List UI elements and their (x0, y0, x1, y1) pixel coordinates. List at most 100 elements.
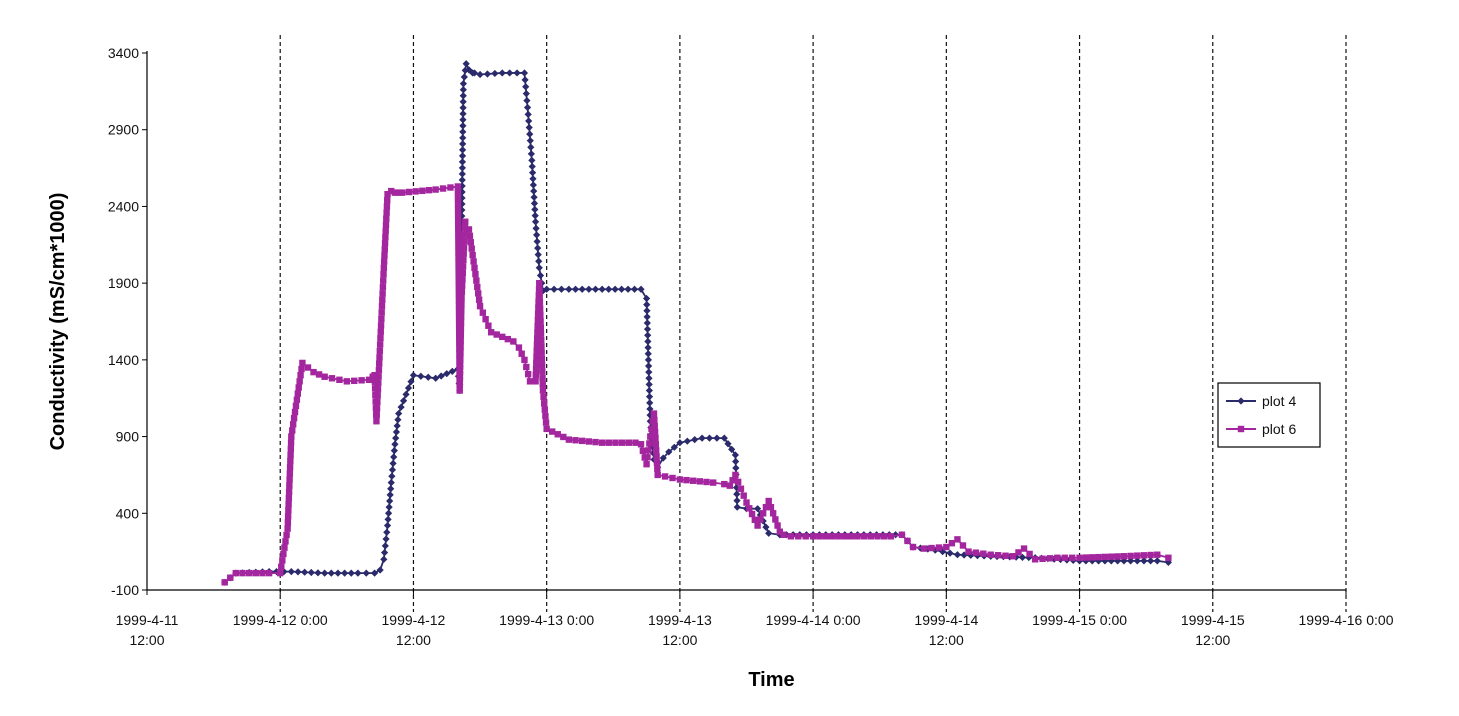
series-marker (534, 244, 542, 252)
legend-swatch-marker (1237, 397, 1245, 405)
series-marker (729, 477, 736, 484)
data-point (432, 374, 440, 382)
series-marker (474, 283, 481, 291)
series-marker (304, 364, 312, 371)
series-marker (461, 237, 468, 245)
series-marker (381, 252, 388, 259)
series-marker (455, 285, 462, 292)
data-point (765, 497, 772, 505)
x-tick-label: 12:00 (1195, 632, 1230, 648)
series-marker (296, 378, 303, 385)
data-point (310, 368, 317, 376)
series-marker (822, 533, 829, 540)
series-marker (774, 522, 781, 529)
data-point (776, 528, 784, 535)
series-marker (1108, 553, 1115, 560)
series-marker (1101, 553, 1109, 561)
series-marker (376, 360, 383, 367)
series-marker (457, 319, 465, 327)
data-point (642, 294, 651, 303)
series-marker (458, 200, 466, 208)
series-marker (816, 533, 823, 540)
series-marker (384, 197, 391, 204)
series-marker (539, 368, 546, 375)
series-marker (728, 445, 736, 453)
series-marker (533, 237, 541, 246)
series-marker (459, 276, 466, 283)
data-point (232, 569, 240, 577)
series-marker (527, 150, 535, 158)
data-point (1009, 553, 1017, 560)
data-point (299, 359, 306, 367)
legend-label: plot 6 (1262, 421, 1296, 437)
series-marker (644, 356, 653, 364)
series-marker (455, 243, 462, 250)
series-marker (645, 447, 652, 454)
series-marker (375, 379, 382, 387)
data-point (943, 543, 950, 551)
series-marker (297, 372, 304, 379)
series-marker (630, 285, 639, 293)
data-point (632, 439, 639, 446)
series-marker (334, 569, 342, 577)
series-marker (455, 267, 462, 274)
series-marker (522, 83, 530, 91)
data-point (321, 569, 329, 577)
data-point (1031, 556, 1039, 563)
data-point (528, 156, 536, 164)
data-point (321, 373, 328, 380)
data-point (787, 533, 795, 540)
series-marker (293, 396, 301, 403)
series-marker (683, 437, 691, 445)
y-tick-label: 2900 (108, 122, 139, 138)
series-marker (1140, 557, 1148, 565)
series-marker (294, 390, 302, 397)
series-marker (458, 206, 466, 214)
series-marker (1018, 553, 1027, 561)
series-marker (384, 509, 393, 517)
series-marker (377, 328, 384, 335)
data-point (470, 69, 479, 77)
series-marker (493, 331, 500, 338)
data-point (395, 409, 403, 418)
series-marker (482, 315, 489, 323)
data-point (659, 454, 667, 462)
series-marker (542, 412, 549, 420)
series-marker (518, 350, 525, 357)
series-marker (646, 440, 653, 447)
data-point (650, 410, 658, 417)
data-point (665, 448, 673, 456)
series-marker (661, 473, 669, 480)
series-marker (455, 279, 462, 286)
series-marker (227, 574, 234, 581)
series-marker (402, 390, 410, 398)
series-marker (460, 73, 468, 81)
data-point (287, 567, 295, 576)
series-marker (459, 134, 467, 142)
series-marker (645, 368, 653, 376)
series-marker (389, 459, 397, 468)
series-marker (538, 336, 545, 344)
data-point (920, 545, 928, 552)
data-point (676, 476, 684, 483)
series-marker (483, 70, 492, 78)
series-marker (499, 333, 506, 341)
series-marker (471, 264, 478, 271)
series-marker (645, 374, 653, 382)
data-point (376, 341, 384, 348)
series-marker (653, 459, 661, 466)
series-marker (539, 381, 546, 388)
series-marker (373, 411, 380, 419)
series-marker (239, 569, 246, 577)
series-marker (459, 122, 467, 130)
data-point (698, 434, 706, 442)
series-marker (536, 271, 545, 280)
y-tick-label: 1900 (108, 275, 139, 291)
series-marker (644, 331, 652, 339)
data-point (720, 434, 728, 442)
series-marker (287, 439, 295, 446)
series-marker (540, 400, 548, 407)
series-marker (459, 86, 467, 94)
series-marker (703, 478, 710, 486)
data-point (462, 60, 470, 68)
